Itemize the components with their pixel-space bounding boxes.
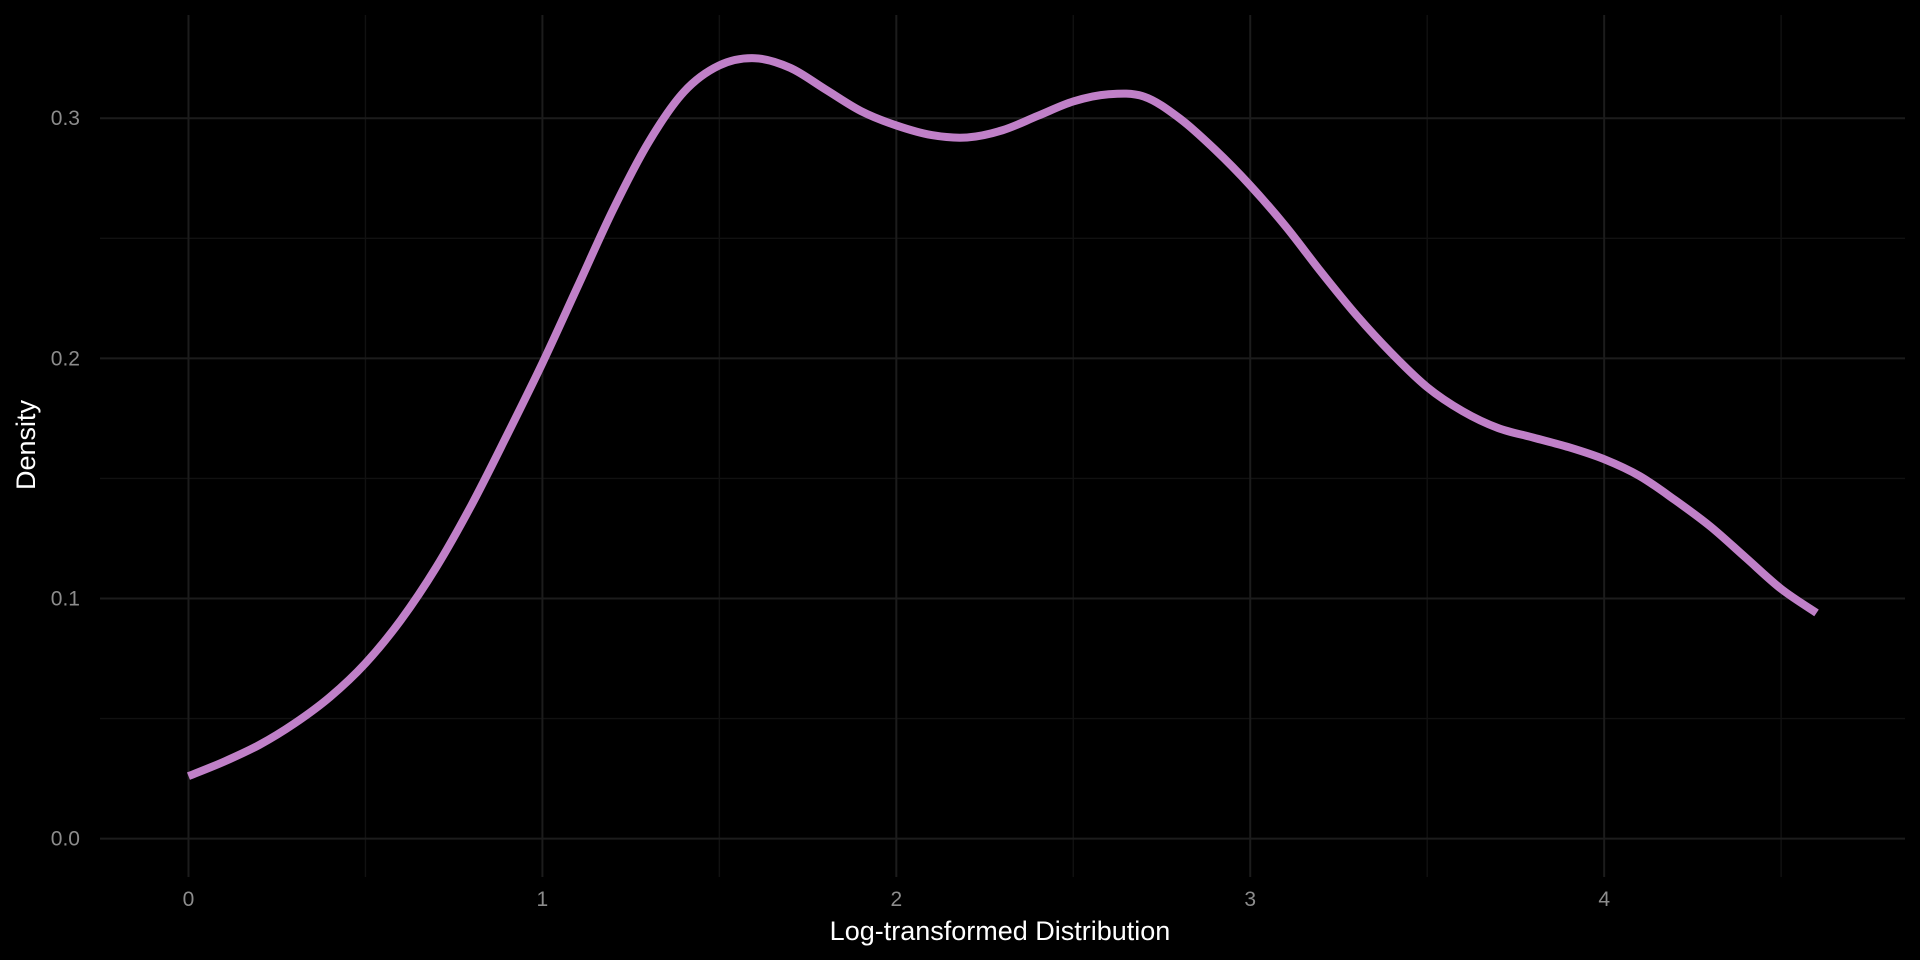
x-axis-title: Log-transformed Distribution [830, 916, 1171, 946]
y-tick-labels: 0.0 0.1 0.2 0.3 [51, 107, 80, 850]
y-tick-label-3: 0.3 [51, 107, 80, 130]
series-layer [186, 54, 1819, 780]
x-tick-label-3: 3 [1244, 888, 1256, 911]
density-line-series-0 [186, 54, 1819, 780]
y-tick-label-1: 0.1 [51, 587, 80, 610]
x-tick-label-4: 4 [1598, 888, 1610, 911]
y-axis-title: Density [11, 399, 41, 490]
y-tick-label-0: 0.0 [51, 828, 80, 851]
y-tick-label-2: 0.2 [51, 347, 80, 370]
x-tick-labels: 0 1 2 3 4 [183, 888, 1611, 911]
x-tick-label-1: 1 [537, 888, 549, 911]
x-tick-label-2: 2 [890, 888, 902, 911]
major-gridlines [100, 15, 1905, 877]
x-tick-label-0: 0 [183, 888, 195, 911]
minor-gridlines [100, 15, 1905, 877]
